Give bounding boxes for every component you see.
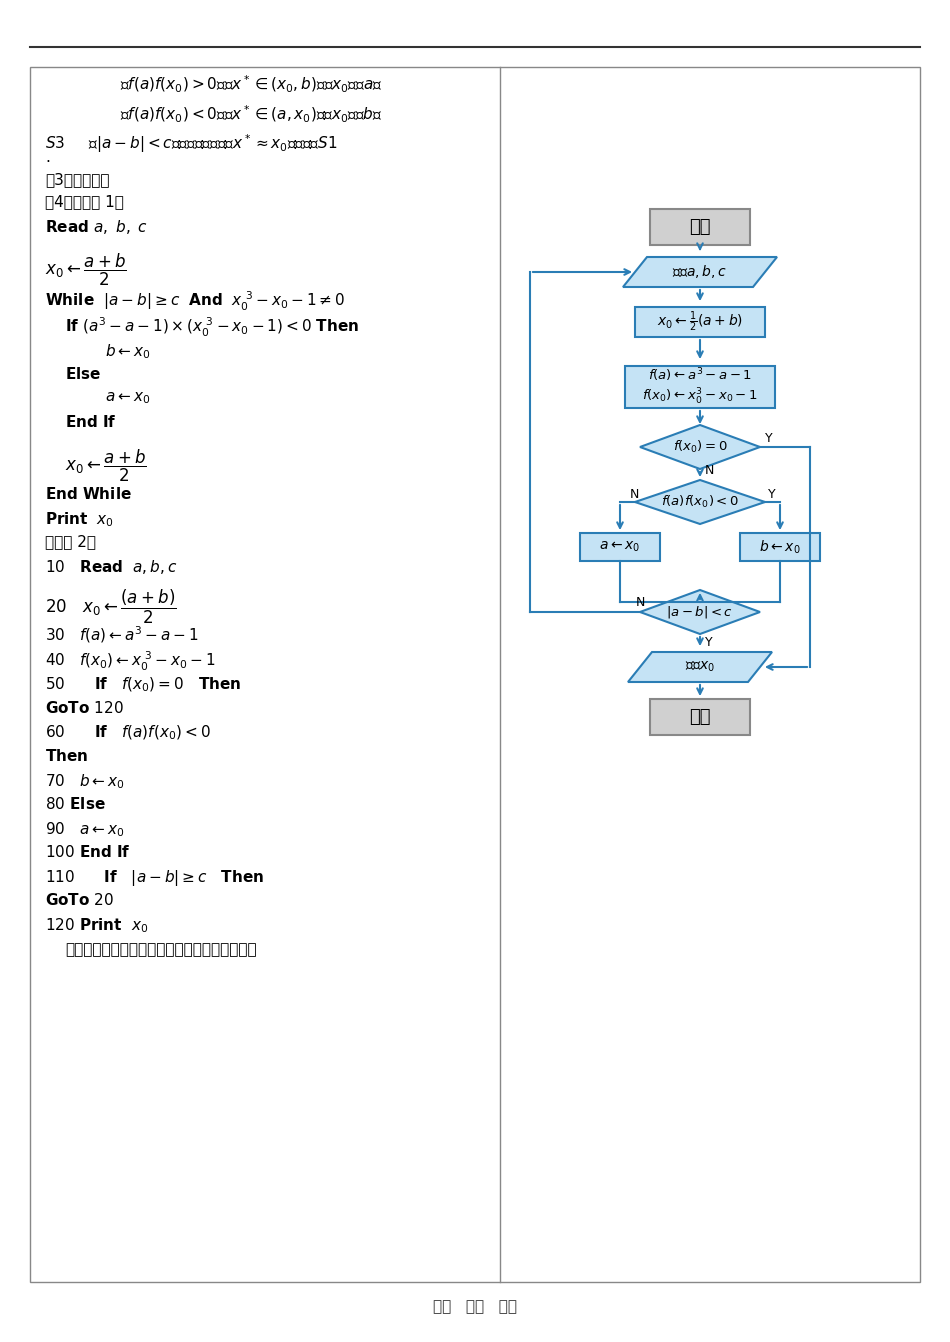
- Polygon shape: [640, 425, 760, 468]
- Text: $\mathbf{GoTo}\ 20$: $\mathbf{GoTo}\ 20$: [45, 892, 114, 909]
- Text: $50\qquad \mathbf{If}\quad f(x_0)=0\quad \mathbf{Then}$: $50\qquad \mathbf{If}\quad f(x_0)=0\quad…: [45, 676, 241, 694]
- Text: $80\ \mathbf{Else}$: $80\ \mathbf{Else}$: [45, 796, 105, 812]
- Text: Y: Y: [765, 432, 772, 446]
- Text: N: N: [705, 464, 714, 476]
- Text: $f(a)\leftarrow a^3-a-1$
$f(x_0)\leftarrow x_0^3-x_0-1$: $f(a)\leftarrow a^3-a-1$ $f(x_0)\leftarr…: [642, 366, 758, 407]
- Text: $60\qquad \mathbf{If}\quad f(a)f(x_0)<0$: $60\qquad \mathbf{If}\quad f(a)f(x_0)<0$: [45, 723, 211, 742]
- FancyBboxPatch shape: [650, 209, 750, 246]
- FancyBboxPatch shape: [650, 699, 750, 735]
- Text: $\mathbf{If}\ (a^3-a-1)\times(x_0^{\ 3}-x_0-1)<0\ \mathbf{Then}$: $\mathbf{If}\ (a^3-a-1)\times(x_0^{\ 3}-…: [65, 315, 359, 340]
- Text: $.$: $.$: [45, 150, 50, 165]
- FancyBboxPatch shape: [580, 533, 660, 561]
- Text: $\mathbf{While}\ \ |a-b|\geq c\ \ \mathbf{And}\ \ x_0^{\ 3}-x_0-1\neq 0$: $\mathbf{While}\ \ |a-b|\geq c\ \ \mathb…: [45, 290, 345, 313]
- Text: 若$f(a)f(x_0)<0$，则$x^*\in(a,x_0)$，以$x_0$代替$b$；: 若$f(a)f(x_0)<0$，则$x^*\in(a,x_0)$，以$x_0$代…: [120, 103, 383, 125]
- Text: $70\quad b\leftarrow x_0$: $70\quad b\leftarrow x_0$: [45, 772, 124, 790]
- Text: $b\leftarrow x_0$: $b\leftarrow x_0$: [759, 538, 801, 556]
- Text: $110\qquad \mathbf{If}\quad |a-b|\geq c\quad \mathbf{Then}$: $110\qquad \mathbf{If}\quad |a-b|\geq c\…: [45, 868, 264, 888]
- Text: （4）伪代码 1：: （4）伪代码 1：: [45, 195, 124, 209]
- FancyBboxPatch shape: [740, 533, 820, 561]
- Text: 输出$x_0$: 输出$x_0$: [685, 660, 715, 674]
- FancyBboxPatch shape: [625, 366, 775, 408]
- Text: $\mathbf{GoTo}\ 120$: $\mathbf{GoTo}\ 120$: [45, 701, 124, 717]
- Text: 伪代码 2：: 伪代码 2：: [45, 534, 96, 549]
- Text: $x_0\leftarrow\dfrac{a+b}{2}$: $x_0\leftarrow\dfrac{a+b}{2}$: [45, 252, 126, 289]
- Polygon shape: [640, 590, 760, 633]
- Text: $90\quad a\leftarrow x_0$: $90\quad a\leftarrow x_0$: [45, 820, 124, 839]
- Text: $x_0\leftarrow\dfrac{a+b}{2}$: $x_0\leftarrow\dfrac{a+b}{2}$: [65, 448, 146, 484]
- Polygon shape: [623, 258, 777, 287]
- Text: $a\leftarrow x_0$: $a\leftarrow x_0$: [105, 391, 150, 405]
- Text: $10\quad \mathbf{Read}\ \ a,b,c$: $10\quad \mathbf{Read}\ \ a,b,c$: [45, 558, 178, 576]
- Text: $\mathbf{End\ While}$: $\mathbf{End\ While}$: [45, 486, 132, 502]
- FancyBboxPatch shape: [30, 67, 920, 1282]
- Text: $f(a)f(x_0)<0$: $f(a)f(x_0)<0$: [661, 494, 739, 510]
- Text: 输入$a,b,c$: 输入$a,b,c$: [673, 263, 728, 280]
- Text: N: N: [636, 596, 645, 608]
- Text: 用心   爱心   专心: 用心 爱心 专心: [433, 1299, 517, 1315]
- Text: $a\leftarrow x_0$: $a\leftarrow x_0$: [599, 539, 640, 554]
- Text: Y: Y: [705, 636, 712, 650]
- Text: Y: Y: [768, 487, 775, 501]
- Text: $\mathbf{End\ If}$: $\mathbf{End\ If}$: [65, 413, 117, 429]
- Text: （3）流程图：: （3）流程图：: [45, 172, 109, 187]
- Polygon shape: [635, 480, 765, 523]
- Text: $\mathbf{Print}\ \ x_0$: $\mathbf{Print}\ \ x_0$: [45, 510, 114, 529]
- Text: 结束: 结束: [690, 709, 711, 726]
- Text: $b\leftarrow x_0$: $b\leftarrow x_0$: [105, 342, 150, 361]
- Text: 开始: 开始: [690, 217, 711, 236]
- Polygon shape: [628, 652, 772, 682]
- Text: 若$f(a)f(x_0)>0$，则$x^*\in(x_0,b)$，以$x_0$代替$a$；: 若$f(a)f(x_0)>0$，则$x^*\in(x_0,b)$，以$x_0$代…: [120, 74, 383, 95]
- Text: $|a-b|<c$: $|a-b|<c$: [667, 604, 733, 620]
- Text: $S3$     若$|a-b|<c$，计算终止，此时$x^*\approx x_0$，否则转$S1$: $S3$ 若$|a-b|<c$，计算终止，此时$x^*\approx x_0$，…: [45, 132, 337, 154]
- Text: $100\ \mathbf{End\ If}$: $100\ \mathbf{End\ If}$: [45, 844, 131, 860]
- FancyBboxPatch shape: [635, 307, 765, 337]
- Text: $\mathbf{Read}\ a,\ b,\ c$: $\mathbf{Read}\ a,\ b,\ c$: [45, 217, 148, 236]
- Text: $f(x_0)=0$: $f(x_0)=0$: [673, 439, 728, 455]
- Text: 二分搜索的过程是一个多次重复的过程，故可以: 二分搜索的过程是一个多次重复的过程，故可以: [65, 942, 256, 957]
- Text: $x_0\leftarrow\frac{1}{2}(a+b)$: $x_0\leftarrow\frac{1}{2}(a+b)$: [657, 310, 743, 334]
- Text: $\mathbf{Else}$: $\mathbf{Else}$: [65, 366, 102, 382]
- Text: $20\quad x_0\leftarrow\dfrac{(a+b)}{2}$: $20\quad x_0\leftarrow\dfrac{(a+b)}{2}$: [45, 588, 177, 627]
- Text: $30\quad f(a)\leftarrow a^3-a-1$: $30\quad f(a)\leftarrow a^3-a-1$: [45, 624, 199, 644]
- Text: N: N: [630, 487, 639, 501]
- Text: $120\ \mathbf{Print}\ \ x_0$: $120\ \mathbf{Print}\ \ x_0$: [45, 917, 148, 934]
- Text: $40\quad f(x_0)\leftarrow x_0^{\ 3}-x_0-1$: $40\quad f(x_0)\leftarrow x_0^{\ 3}-x_0-…: [45, 650, 216, 674]
- Text: $\mathbf{Then}$: $\mathbf{Then}$: [45, 747, 88, 764]
